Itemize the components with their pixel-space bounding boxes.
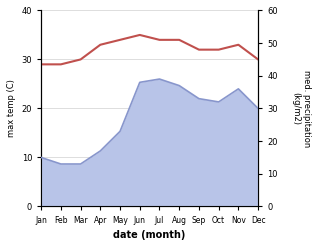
Y-axis label: max temp (C): max temp (C): [7, 80, 16, 137]
X-axis label: date (month): date (month): [114, 230, 186, 240]
Y-axis label: med. precipitation
(kg/m2): med. precipitation (kg/m2): [292, 70, 311, 147]
